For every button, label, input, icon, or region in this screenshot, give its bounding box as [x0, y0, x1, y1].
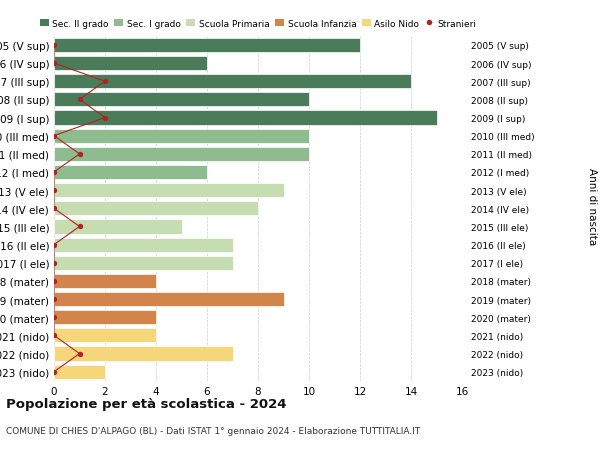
Bar [54, 256, 233, 270]
Bar [54, 220, 182, 234]
Point [49, 259, 59, 267]
Bar [54, 111, 437, 125]
Bar [54, 365, 105, 379]
Point [49, 42, 59, 50]
Point [74, 151, 84, 158]
Point [49, 60, 59, 67]
Point [49, 332, 59, 339]
Bar [54, 39, 360, 53]
Bar [54, 310, 156, 325]
Text: Popolazione per età scolastica - 2024: Popolazione per età scolastica - 2024 [6, 397, 287, 410]
Bar [54, 147, 309, 162]
Bar [54, 238, 233, 252]
Point [74, 350, 84, 358]
Point [100, 78, 110, 86]
Bar [54, 75, 411, 89]
Bar [54, 166, 207, 179]
Text: Anni di nascita: Anni di nascita [587, 168, 597, 245]
Point [74, 223, 84, 230]
Point [74, 96, 84, 104]
Bar [54, 274, 156, 288]
Point [49, 169, 59, 176]
Point [49, 314, 59, 321]
Text: COMUNE DI CHIES D'ALPAGO (BL) - Dati ISTAT 1° gennaio 2024 - Elaborazione TUTTIT: COMUNE DI CHIES D'ALPAGO (BL) - Dati IST… [6, 426, 420, 435]
Point [49, 241, 59, 249]
Point [49, 368, 59, 375]
Point [49, 296, 59, 303]
Point [49, 187, 59, 195]
Point [49, 278, 59, 285]
Bar [54, 329, 156, 343]
Point [100, 115, 110, 122]
Bar [54, 57, 207, 71]
Bar [54, 129, 309, 143]
Bar [54, 347, 233, 361]
Bar [54, 184, 284, 198]
Bar [54, 93, 309, 107]
Legend: Sec. II grado, Sec. I grado, Scuola Primaria, Scuola Infanzia, Asilo Nido, Stran: Sec. II grado, Sec. I grado, Scuola Prim… [40, 20, 476, 29]
Point [49, 205, 59, 213]
Bar [54, 292, 284, 307]
Point [49, 133, 59, 140]
Bar [54, 202, 258, 216]
